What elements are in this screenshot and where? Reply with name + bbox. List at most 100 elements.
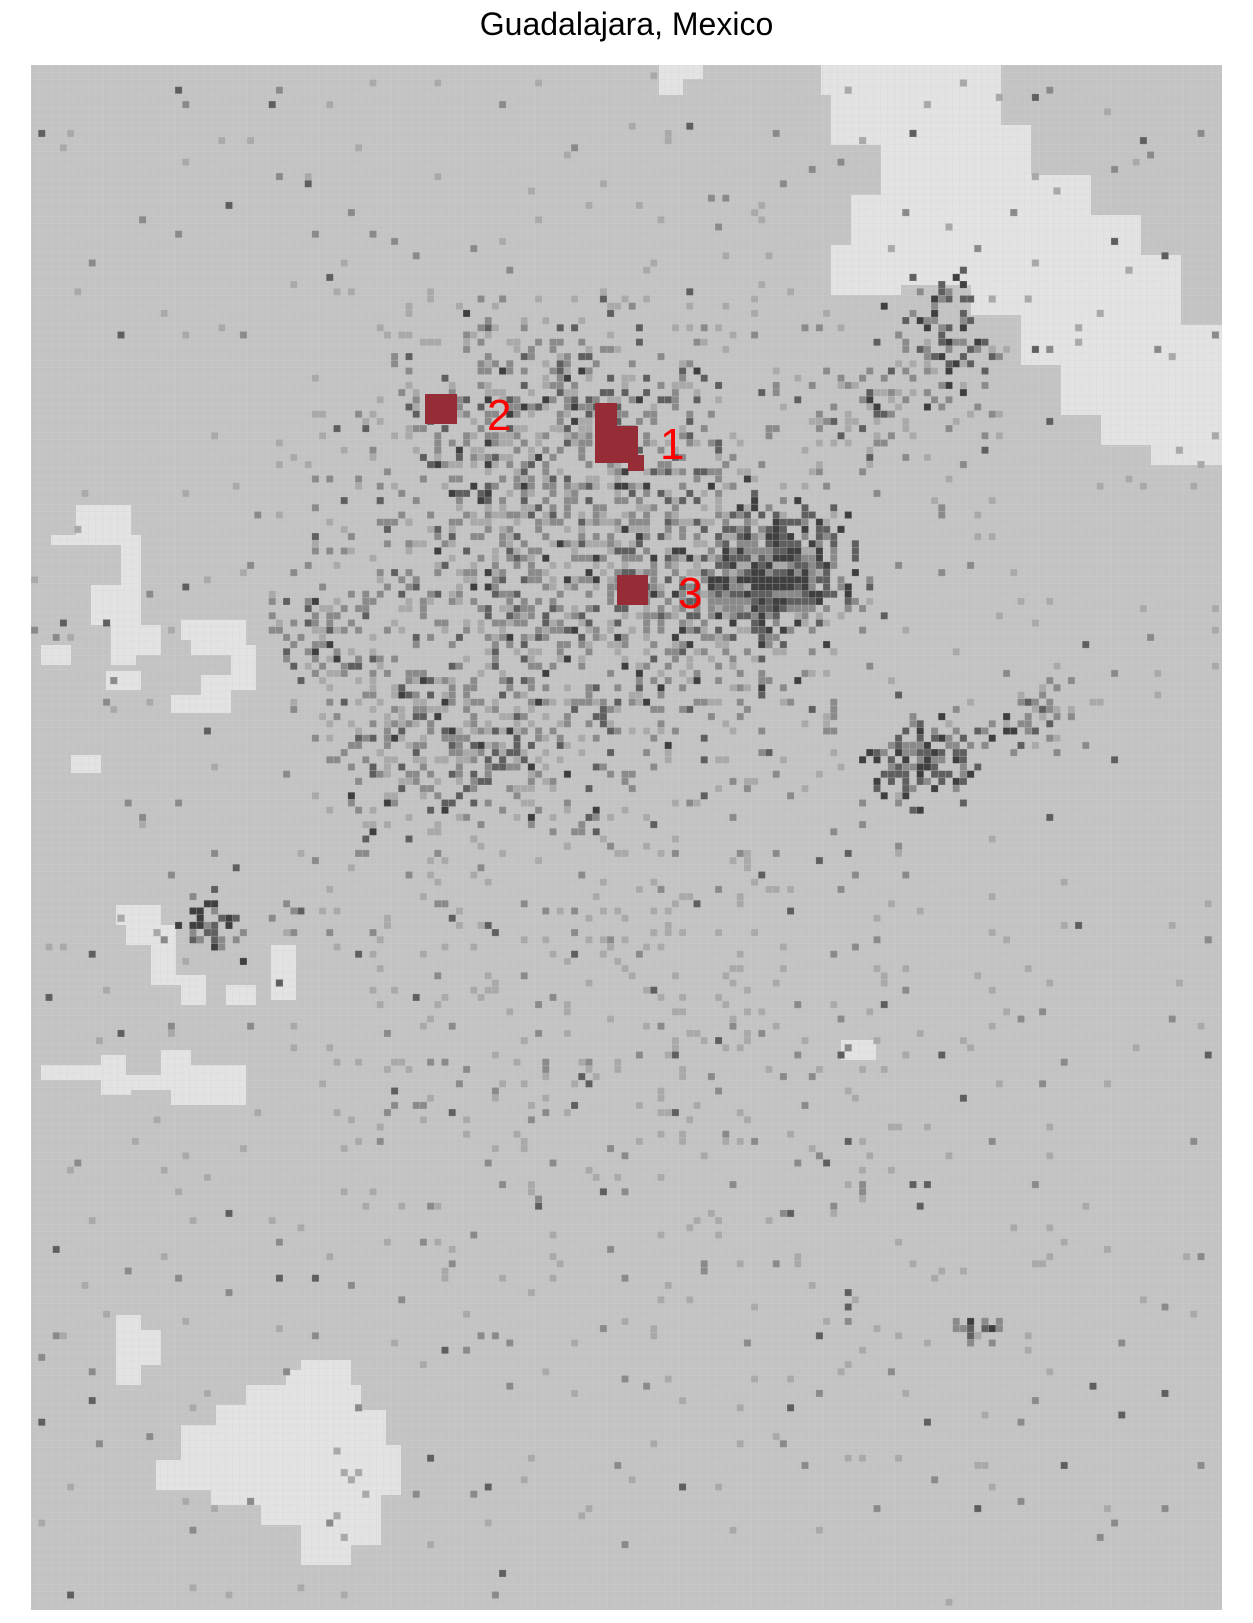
density-cell [563, 374, 571, 382]
density-cell [542, 684, 550, 692]
density-cell [347, 1116, 355, 1124]
density-cell [686, 597, 694, 605]
density-cell [448, 1245, 456, 1253]
density-cell [520, 504, 528, 512]
density-cell [902, 367, 910, 375]
density-cell [506, 785, 514, 793]
density-cell [434, 792, 442, 800]
density-cell [815, 554, 823, 562]
density-cell [715, 381, 723, 389]
density-cell [1096, 482, 1104, 490]
density-cell [571, 432, 579, 440]
density-cell [671, 547, 679, 555]
density-cell [1111, 669, 1119, 677]
density-cell [499, 1569, 507, 1577]
density-cell [671, 590, 679, 598]
density-cell [1039, 1080, 1047, 1088]
density-cell [563, 741, 571, 749]
density-cell [895, 799, 903, 807]
density-cell [571, 626, 579, 634]
density-cell [664, 576, 672, 584]
density-cell [513, 648, 521, 656]
density-cell [722, 972, 730, 980]
density-cell [671, 569, 679, 577]
density-cell [470, 741, 478, 749]
density-cell [571, 381, 579, 389]
density-cell [369, 230, 377, 238]
density-cell [693, 590, 701, 598]
density-cell [815, 857, 823, 865]
density-cell [758, 569, 766, 577]
density-cell [542, 461, 550, 469]
density-cell [362, 1202, 370, 1210]
density-cell [736, 1137, 744, 1145]
density-cell [621, 1152, 629, 1160]
density-cell [873, 403, 881, 411]
density-cell [95, 1037, 103, 1045]
density-cell [477, 727, 485, 735]
density-cell [398, 1296, 406, 1304]
density-cell [751, 547, 759, 555]
density-cell [729, 655, 737, 663]
density-cell [909, 749, 917, 757]
density-cell [585, 684, 593, 692]
density-cell [571, 389, 579, 397]
density-cell [398, 727, 406, 735]
density-cell [657, 1094, 665, 1102]
density-cell [484, 569, 492, 577]
density-cell [736, 569, 744, 577]
density-cell [376, 662, 384, 670]
density-cell [455, 396, 463, 404]
density-cell [268, 101, 276, 109]
density-cell [635, 698, 643, 706]
density-cell [441, 1058, 449, 1066]
density-cell [1046, 720, 1054, 728]
density-cell [484, 468, 492, 476]
density-cell [463, 511, 471, 519]
density-cell [549, 626, 557, 634]
density-cell [283, 648, 291, 656]
density-cell [635, 417, 643, 425]
density-cell [311, 619, 319, 627]
density-cell [1139, 137, 1147, 145]
density-cell [484, 583, 492, 591]
density-cell [751, 777, 759, 785]
density-cell [506, 597, 514, 605]
density-cell [369, 705, 377, 713]
density-cell [520, 936, 528, 944]
density-cell [549, 504, 557, 512]
density-cell [283, 1368, 291, 1376]
density-cell [1031, 1260, 1039, 1268]
density-cell [959, 324, 967, 332]
density-cell [419, 698, 427, 706]
density-cell [988, 720, 996, 728]
density-cell [441, 425, 449, 433]
density-cell [679, 381, 687, 389]
density-cell [434, 439, 442, 447]
density-cell [823, 367, 831, 375]
density-cell [693, 497, 701, 505]
density-cell [427, 1015, 435, 1023]
density-cell [815, 612, 823, 620]
density-cell [563, 1109, 571, 1117]
density-cell [549, 381, 557, 389]
density-cell [794, 1051, 802, 1059]
density-cell [542, 698, 550, 706]
density-cell [455, 1080, 463, 1088]
density-cell [686, 1116, 694, 1124]
density-cell [657, 705, 665, 713]
density-cell [484, 633, 492, 641]
density-cell [851, 1094, 859, 1102]
density-cell [772, 129, 780, 137]
density-cell [902, 792, 910, 800]
density-cell [455, 770, 463, 778]
density-cell [362, 691, 370, 699]
density-cell [398, 713, 406, 721]
density-cell [815, 547, 823, 555]
density-cell [491, 453, 499, 461]
density-cell [455, 489, 463, 497]
density-cell [520, 425, 528, 433]
density-cell [455, 518, 463, 526]
density-cell [506, 489, 514, 497]
density-cell [880, 979, 888, 987]
